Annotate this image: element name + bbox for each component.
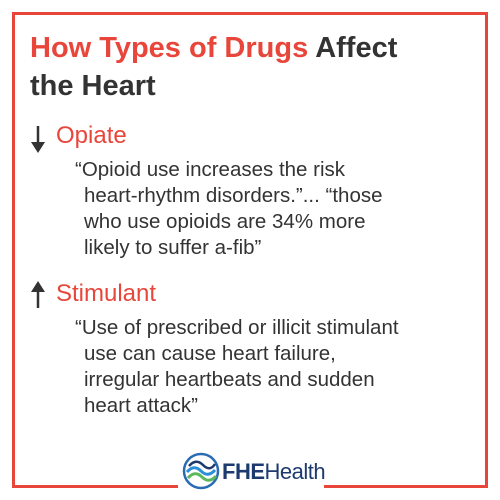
quote-line: “Use of prescribed or illicit stimulant — [75, 316, 399, 339]
arrow-up — [31, 281, 45, 308]
quote-line: who use opioids are 34% more — [84, 210, 366, 233]
title-text: Affect — [315, 32, 398, 64]
quote-line: likely to suffer a-fib” — [84, 236, 262, 259]
title-highlight: How Types of Drugs — [30, 32, 309, 64]
section-heading: Opiate — [56, 122, 127, 149]
quote-line: heart-rhythm disorders.”... “those — [84, 184, 383, 207]
title-line: the Heart — [30, 70, 156, 102]
quote-line: use can cause heart failure, — [84, 342, 336, 365]
section-heading: Stimulant — [56, 280, 157, 307]
title-line: How Types of Drugs Affect — [30, 32, 397, 65]
logo: FHEHealth — [178, 450, 326, 492]
arrow-down — [31, 126, 45, 153]
logo-regular: Health — [264, 459, 326, 484]
logo-text: FHEHealth — [222, 459, 326, 485]
logo-mark — [182, 452, 220, 490]
quote-line: “Opioid use increases the risk — [75, 158, 346, 181]
quote-line: irregular heartbeats and sudden — [84, 368, 375, 391]
quote-line: heart attack” — [84, 394, 198, 417]
logo-bold: FHE — [222, 459, 265, 484]
